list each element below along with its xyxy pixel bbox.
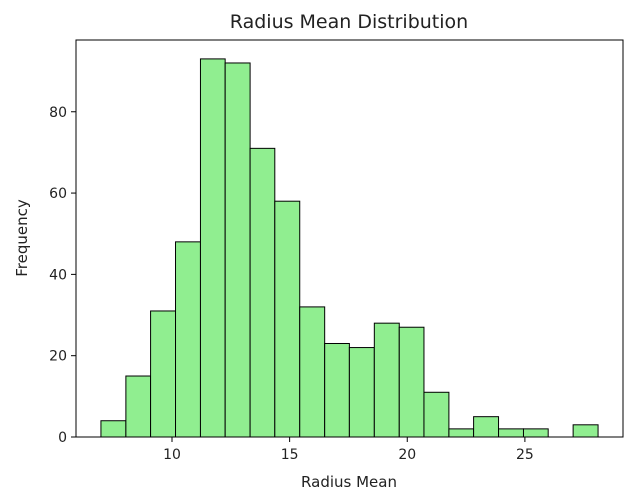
x-tick-label: 10: [163, 447, 181, 463]
histogram-bar-15: [473, 416, 500, 438]
y-tick-label: 20: [49, 349, 67, 365]
histogram-bar-11: [373, 322, 400, 438]
histogram-bar-16: [498, 428, 524, 438]
y-axis-ticks: 0 20 40 60 80: [49, 105, 76, 446]
histogram-bar-7: [274, 200, 301, 438]
chart-title: Radius Mean Distribution: [230, 11, 468, 33]
histogram-bar-4: [199, 58, 226, 438]
histogram-bar-12: [398, 326, 425, 438]
x-tick-label: 15: [281, 447, 299, 463]
histogram-bar-0: [100, 420, 127, 438]
histogram-bar-6: [249, 147, 276, 438]
histogram-bar-8: [299, 306, 326, 438]
histogram-bar-5: [224, 62, 251, 438]
plot-frame: [75, 39, 624, 438]
y-tick-label: 40: [49, 267, 67, 283]
y-tick-label: 0: [58, 430, 67, 446]
x-tick-label: 20: [398, 447, 416, 463]
histogram-bar-3: [175, 241, 201, 438]
histogram-bar-2: [150, 310, 177, 438]
bars-group: [100, 58, 599, 438]
histogram-bar-9: [324, 342, 350, 438]
x-axis-ticks: 10 15 20 25: [163, 437, 534, 463]
histogram-bar-17: [522, 428, 549, 438]
histogram-bar-1: [125, 375, 152, 438]
histogram-bar-13: [423, 391, 450, 438]
histogram-bar-14: [448, 428, 475, 438]
y-tick-label: 80: [49, 105, 67, 121]
y-tick-label: 60: [49, 186, 67, 202]
x-axis-label: Radius Mean: [301, 473, 397, 491]
histogram-bar-19: [572, 424, 599, 438]
y-axis-label: Frequency: [13, 199, 31, 277]
x-tick-label: 25: [516, 447, 534, 463]
histogram-bar-10: [348, 347, 375, 438]
